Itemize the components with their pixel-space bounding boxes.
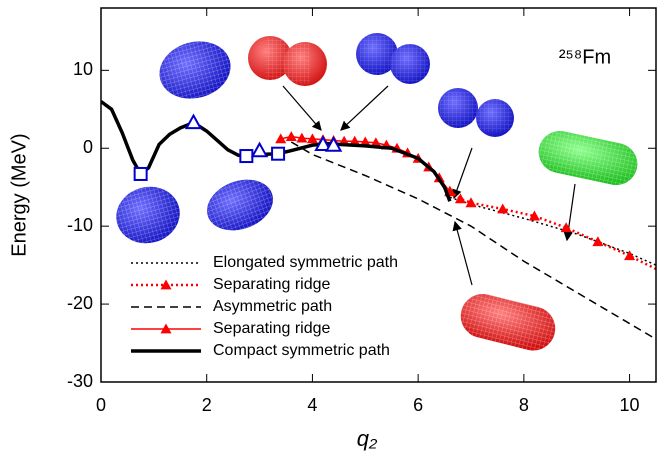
series-line — [449, 190, 656, 271]
point-marker — [184, 113, 203, 130]
marker — [592, 236, 604, 247]
x-tick-label: 0 — [96, 395, 106, 415]
point-marker — [250, 141, 269, 158]
marker — [285, 131, 297, 141]
marker — [465, 197, 477, 208]
y-tick-label: 10 — [73, 59, 93, 79]
marker — [497, 203, 509, 214]
y-tick-label: -30 — [67, 371, 93, 391]
x-axis-label: q₂ — [357, 426, 378, 451]
y-tick-label: 0 — [83, 137, 93, 157]
marker — [359, 136, 371, 147]
legend-marker — [160, 323, 172, 334]
marker — [624, 250, 636, 261]
marker — [370, 137, 382, 148]
point-marker — [324, 136, 343, 152]
legend-label: Separating ridge — [213, 276, 331, 293]
x-tick-label: 10 — [620, 395, 640, 415]
series-line — [290, 141, 656, 340]
marker — [296, 132, 308, 143]
x-tick-label: 8 — [519, 395, 529, 415]
y-tick-label: -20 — [67, 293, 93, 313]
nuclear-shapes — [116, 33, 638, 351]
y-axis-label: Energy (MeV) — [8, 133, 30, 256]
plot-area — [101, 100, 656, 340]
legend-marker — [160, 279, 172, 290]
legend-label: Elongated symmetric path — [213, 254, 398, 271]
plot-frame — [100, 7, 657, 383]
y-tick-label: -10 — [67, 215, 93, 235]
marker — [528, 210, 540, 221]
point-marker — [271, 146, 286, 161]
point-marker — [314, 135, 332, 151]
legend-label: Compact symmetric path — [213, 342, 390, 359]
nucleus-label: ²⁵⁸Fm — [559, 46, 611, 68]
point-marker — [239, 149, 254, 164]
marker — [454, 193, 466, 204]
legend-label: Separating ridge — [213, 320, 331, 337]
series-line — [449, 196, 656, 266]
legend-label: Asymmetric path — [213, 298, 332, 315]
x-tick-label: 2 — [202, 395, 212, 415]
marker — [275, 133, 287, 144]
point-marker — [133, 166, 148, 181]
marker — [560, 222, 572, 233]
x-tick-label: 6 — [413, 395, 423, 415]
marker — [306, 133, 318, 144]
marker — [349, 135, 361, 146]
x-tick-label: 4 — [307, 395, 317, 415]
